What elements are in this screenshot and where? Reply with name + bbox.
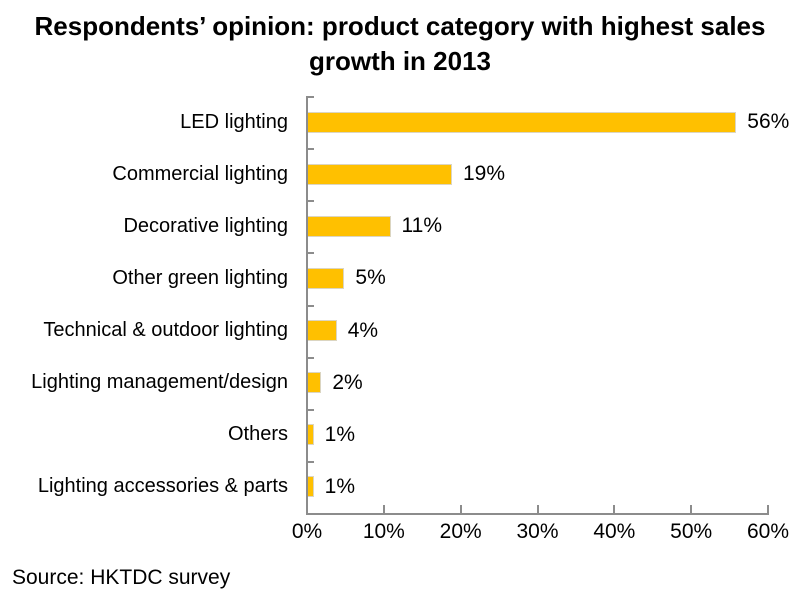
value-label: 11% [401, 214, 442, 238]
y-axis-tick [306, 200, 314, 203]
bar-zone: 2% [306, 357, 800, 409]
value-label: 5% [355, 266, 386, 290]
category-row: Commercial lighting 19% [0, 148, 800, 200]
category-label: Commercial lighting [112, 162, 288, 185]
category-label: Lighting accessories & parts [37, 475, 288, 498]
chart-title-line2: growth in 2013 [308, 46, 492, 76]
value-label: 1% [324, 474, 356, 498]
bar [306, 372, 322, 394]
y-axis-tick [306, 252, 314, 255]
y-axis-tick [306, 304, 314, 307]
category-label: LED lighting [180, 110, 288, 133]
x-axis-tick [536, 505, 539, 513]
x-axis-tick-label: 30% [516, 520, 559, 543]
bar-zone: 19% [306, 148, 800, 200]
category-row: LED lighting 56% [0, 96, 800, 148]
y-axis-tick [306, 460, 314, 463]
bar-zone: 11% [306, 200, 800, 252]
bar-rows: LED lighting 56% Commercial lighting 19% Dec… [0, 96, 800, 513]
category-label: Technical & outdoor lighting [43, 319, 288, 342]
category-row: Decorative lighting 11% [0, 200, 800, 252]
bar-zone: 5% [306, 252, 800, 304]
category-label: Others [227, 423, 288, 446]
category-row: Other green lighting 5% [0, 252, 800, 304]
x-axis-tick [767, 505, 769, 513]
x-axis-line [306, 513, 769, 515]
value-label: 56% [747, 110, 790, 134]
x-axis-tick [459, 505, 462, 513]
x-axis-tick-label: 60% [746, 520, 790, 543]
x-axis-tick-label: 10% [362, 520, 405, 543]
chart-title: Respondents’ opinion: product category w… [0, 9, 800, 79]
bar [306, 267, 345, 289]
category-label: Lighting management/design [31, 371, 288, 394]
x-axis-tick [306, 505, 308, 513]
category-row: Others 1% [0, 409, 800, 461]
category-label: Other green lighting [112, 266, 288, 289]
y-axis-tick [306, 356, 314, 359]
value-label: 19% [462, 162, 505, 186]
bar-zone: 4% [306, 305, 800, 357]
bar-zone: 1% [306, 461, 800, 513]
chart-title-line1: Respondents’ opinion: product category w… [34, 11, 766, 41]
category-label: Decorative lighting [123, 214, 288, 237]
bar [306, 163, 452, 185]
x-axis-tick-label: 20% [439, 520, 482, 543]
y-axis-tick [306, 96, 314, 98]
x-axis-tick [613, 505, 616, 513]
x-axis-tick-label: 0% [291, 520, 323, 543]
category-row: Technical & outdoor lighting 4% [0, 305, 800, 357]
category-row: Lighting accessories & parts 1% [0, 461, 800, 513]
x-axis-tick-label: 40% [593, 520, 636, 543]
bar [306, 111, 737, 133]
bar-zone: 1% [306, 409, 800, 461]
source-note: Source: HKTDC survey [12, 566, 231, 589]
bar-zone: 56% [306, 96, 800, 148]
x-axis-tick-label: 50% [670, 520, 713, 543]
bar [306, 320, 337, 342]
y-axis-tick [306, 513, 314, 515]
value-label: 1% [324, 422, 356, 446]
y-axis-tick [306, 148, 314, 151]
x-axis-tick [382, 505, 385, 513]
bar [306, 215, 391, 237]
category-row: Lighting management/design 2% [0, 357, 800, 409]
value-label: 4% [347, 318, 379, 342]
value-label: 2% [332, 370, 363, 394]
x-axis-tick [690, 505, 693, 513]
y-axis-tick [306, 408, 314, 411]
